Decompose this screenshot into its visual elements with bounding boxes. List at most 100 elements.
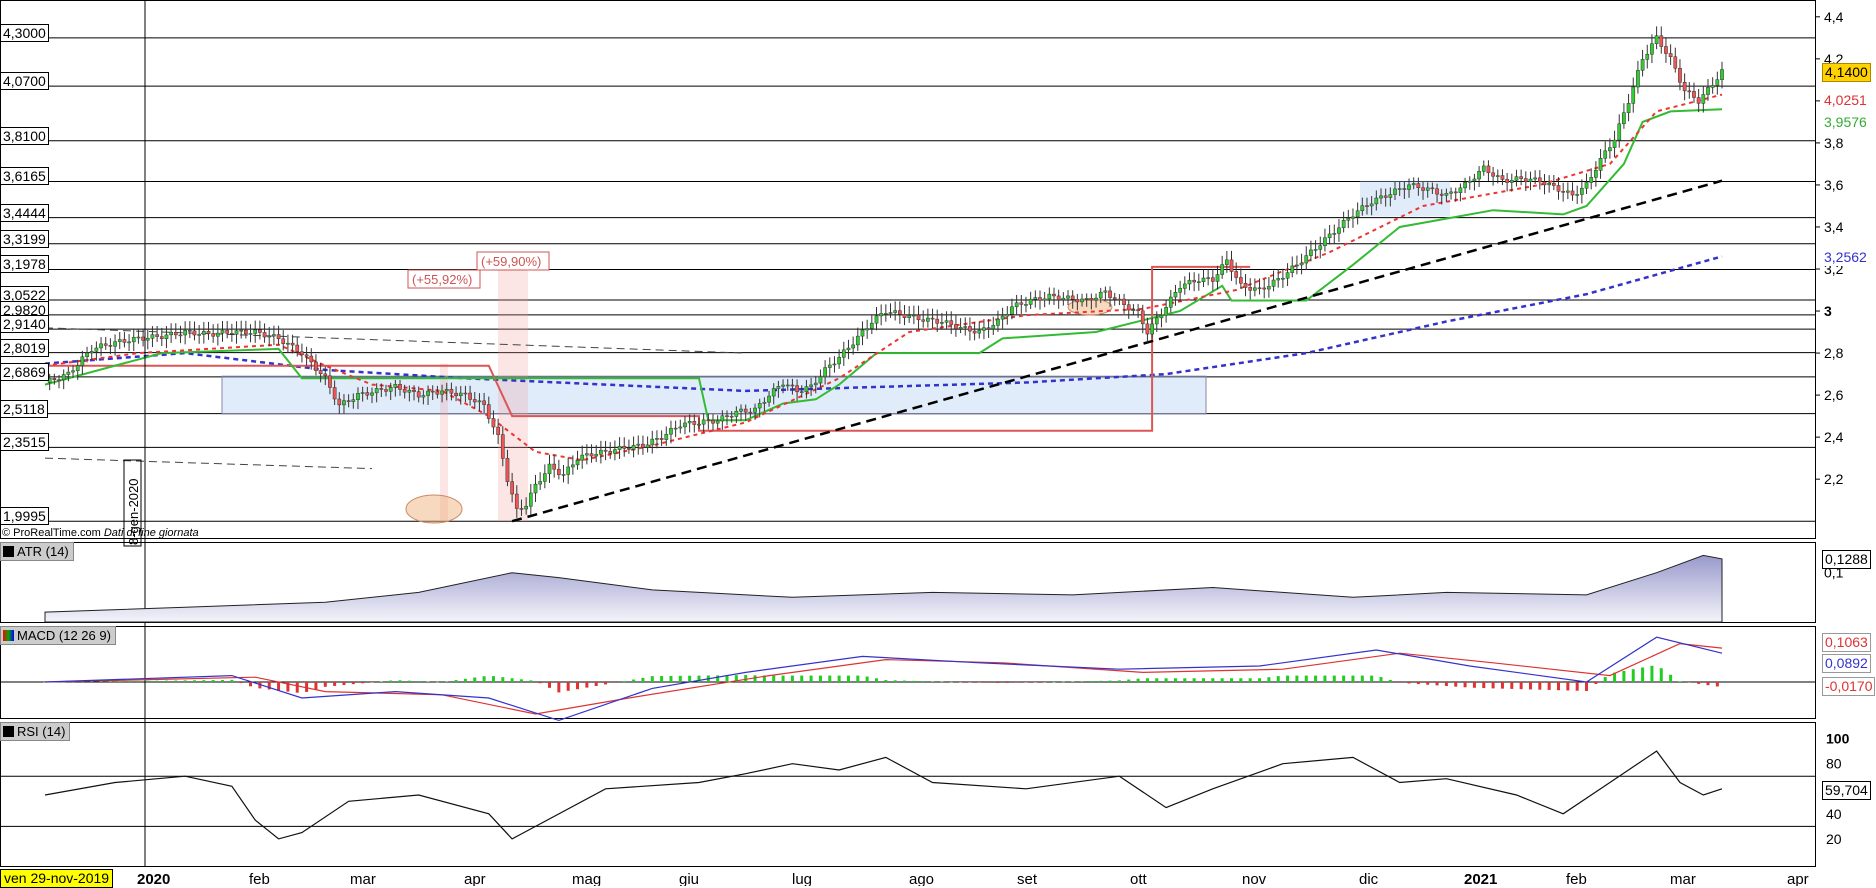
candle (1505, 179, 1509, 183)
rsi-tick-label: 40 (1826, 806, 1842, 822)
candle (1084, 298, 1089, 300)
candle (659, 438, 664, 440)
macd-histogram-bar (1416, 682, 1420, 685)
macd-histogram-bar (1603, 676, 1607, 682)
candle (491, 418, 496, 428)
candle (360, 392, 365, 394)
candle (230, 333, 234, 335)
candle (1664, 46, 1668, 54)
candle (1248, 287, 1253, 291)
candle (650, 438, 655, 446)
candle (1117, 298, 1122, 301)
candle (1187, 279, 1192, 285)
candle (893, 310, 898, 313)
candle (1196, 281, 1201, 283)
candle (1411, 183, 1416, 186)
macd-histogram-bar (1117, 680, 1121, 682)
candle (1715, 79, 1720, 86)
macd-histogram-bar (1239, 678, 1243, 682)
macd-histogram-bar (538, 682, 542, 684)
macd-histogram-bar (1622, 670, 1626, 682)
candle (1299, 262, 1304, 266)
macd-histogram-bar (1248, 678, 1252, 682)
level-label: 3,0522 (0, 286, 49, 305)
last-value-tag: 4,0251 (1822, 91, 1869, 109)
level-label: 3,1978 (0, 255, 49, 274)
candle (258, 329, 262, 333)
macd-histogram-bar (370, 682, 374, 683)
candle (1491, 172, 1495, 177)
macd-histogram-bar (1370, 675, 1374, 682)
candle (500, 434, 505, 459)
candle (729, 415, 734, 418)
candle (276, 334, 281, 340)
candle (1182, 283, 1187, 289)
candle (1570, 190, 1575, 196)
macd-signal-line (44, 642, 1723, 715)
candle (1430, 187, 1435, 190)
candle (1327, 233, 1332, 238)
candle (739, 408, 743, 412)
green-stop-line (44, 108, 1723, 422)
atr-title: ATR (14) (0, 542, 74, 561)
macd-histogram-bar (155, 680, 159, 682)
macd-histogram-bar (1136, 678, 1140, 682)
macd-histogram-bar (1230, 678, 1234, 682)
candle (1262, 287, 1267, 290)
panel-border (0, 722, 1816, 867)
candle (673, 427, 678, 430)
candle (234, 330, 239, 335)
candle (982, 327, 986, 331)
candle (393, 384, 398, 388)
candle (1584, 182, 1589, 189)
candle (897, 310, 902, 315)
candle (192, 330, 197, 336)
macd-histogram-bar (1641, 667, 1645, 682)
macd-histogram-bar (426, 681, 430, 682)
candle (888, 312, 893, 314)
candle (80, 356, 85, 366)
candle (89, 351, 94, 354)
macd-histogram-bar (1005, 682, 1009, 683)
candle (1463, 182, 1467, 189)
candle (869, 322, 874, 329)
candle (566, 466, 571, 475)
candle (1271, 279, 1276, 287)
candle (589, 453, 594, 457)
macd-histogram-bar (1435, 682, 1439, 686)
macd-histogram-bar (622, 681, 626, 682)
level-label: 2,9140 (0, 315, 49, 334)
macd-histogram-bar (931, 681, 935, 682)
macd-histogram-bar (1314, 675, 1318, 682)
candle (743, 408, 748, 413)
candle (244, 329, 248, 335)
candle (374, 388, 379, 394)
y-tick-label: 2,6 (1824, 387, 1844, 403)
credit-brand: © ProRealTime.com (2, 527, 101, 539)
candle (1131, 309, 1136, 311)
candle (715, 420, 720, 424)
candle (1435, 188, 1439, 195)
candle (281, 338, 286, 344)
x-tick-label: ott (1130, 871, 1148, 886)
candle (1374, 197, 1379, 205)
candle (1028, 298, 1033, 305)
macd-histogram-bar (1332, 675, 1336, 682)
candle (785, 384, 790, 387)
candle (1486, 165, 1491, 174)
candle (949, 320, 954, 325)
y-tick-label: 3,8 (1824, 135, 1844, 151)
candle (725, 415, 729, 417)
candle (1407, 184, 1411, 190)
candle (402, 389, 407, 393)
candle (426, 390, 430, 396)
candle (1383, 195, 1388, 198)
candle (921, 319, 926, 322)
candle (1393, 188, 1397, 195)
candle (201, 331, 206, 335)
candle (1122, 298, 1126, 305)
candle (1388, 194, 1393, 198)
macd-histogram-bar (1669, 674, 1673, 682)
macd-histogram-bar (230, 679, 234, 682)
